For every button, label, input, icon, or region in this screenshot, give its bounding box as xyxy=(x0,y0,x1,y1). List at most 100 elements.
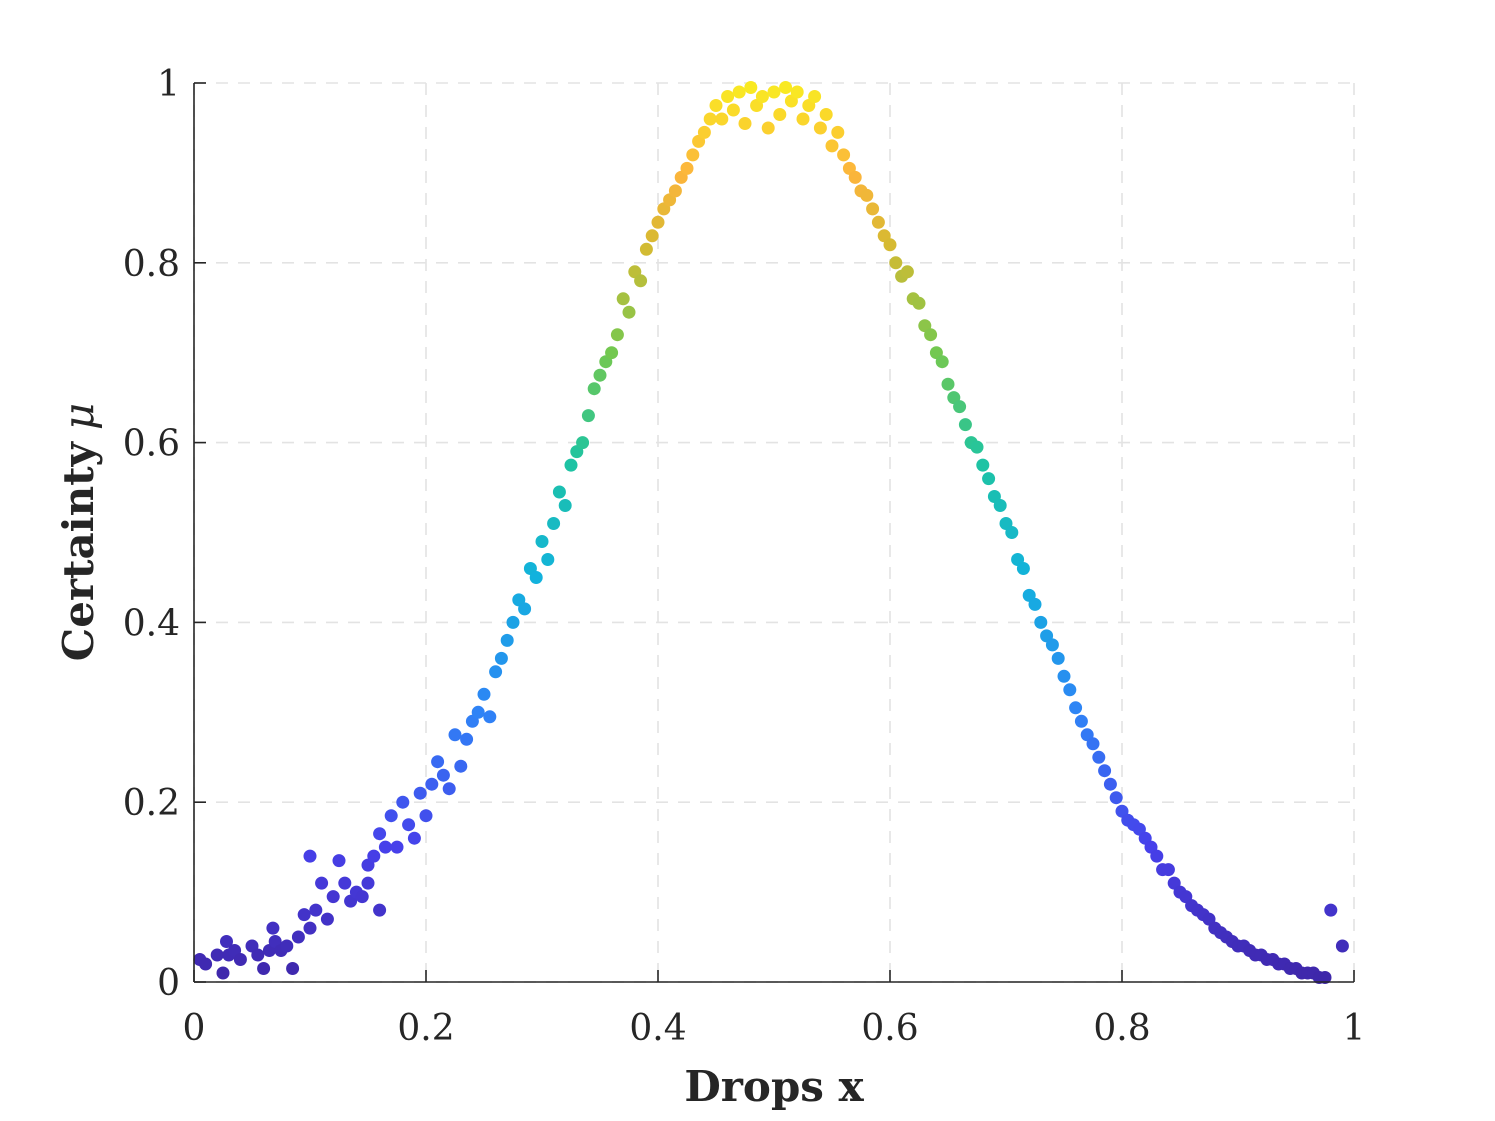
data-point xyxy=(576,436,590,450)
tick-label-layer: 0 0.2 0.4 0.6 0.8 1 0 0.2 0.4 0.6 0.8 1 xyxy=(123,64,1366,1049)
data-point xyxy=(500,633,514,647)
data-point xyxy=(355,890,369,904)
y-tick-label: 0.8 xyxy=(123,244,180,285)
data-point xyxy=(367,849,381,863)
data-point xyxy=(1016,562,1030,575)
data-point xyxy=(860,188,874,202)
data-point xyxy=(958,418,972,432)
points-layer xyxy=(193,81,1349,984)
data-point xyxy=(1051,651,1065,665)
data-point xyxy=(1057,669,1071,683)
y-axis-title-symbol: μ xyxy=(54,403,103,430)
x-tick-label: 0.8 xyxy=(1093,1008,1150,1049)
data-point xyxy=(233,953,247,966)
data-point xyxy=(761,121,775,135)
data-point xyxy=(1028,597,1042,611)
data-point xyxy=(709,99,723,112)
data-point xyxy=(518,602,532,616)
data-point xyxy=(726,103,740,117)
data-point xyxy=(616,292,630,306)
data-point xyxy=(1318,971,1332,984)
data-point xyxy=(605,346,619,360)
data-point xyxy=(460,732,474,746)
data-point xyxy=(1335,939,1349,953)
data-point xyxy=(535,535,549,548)
data-point xyxy=(1324,903,1338,917)
data-point xyxy=(993,499,1007,512)
data-point xyxy=(866,202,880,216)
data-point xyxy=(529,571,543,584)
y-tick-label: 0.2 xyxy=(123,783,180,824)
axes-layer xyxy=(193,82,1355,983)
data-point xyxy=(419,809,433,823)
x-tick-label: 0.4 xyxy=(629,1008,686,1049)
data-point xyxy=(471,705,485,719)
data-point xyxy=(436,768,450,782)
data-point xyxy=(697,125,711,139)
data-point xyxy=(889,256,903,270)
data-point xyxy=(924,328,938,342)
data-point xyxy=(953,400,967,414)
data-point xyxy=(564,458,578,472)
data-point xyxy=(639,242,653,256)
data-point xyxy=(199,957,213,971)
data-point xyxy=(1063,683,1077,697)
grid-layer xyxy=(193,82,1355,983)
data-point xyxy=(558,499,572,512)
data-point xyxy=(332,854,346,868)
data-point xyxy=(1034,615,1048,629)
data-point xyxy=(668,184,682,198)
data-point xyxy=(407,831,421,845)
data-point xyxy=(390,840,404,854)
y-tick-label: 0.6 xyxy=(123,424,180,465)
data-point xyxy=(819,108,833,121)
data-point xyxy=(373,827,387,841)
data-point xyxy=(848,170,862,184)
data-point xyxy=(755,90,769,103)
data-point xyxy=(790,85,804,99)
data-point xyxy=(425,777,439,791)
data-point xyxy=(982,472,996,486)
data-point xyxy=(651,215,665,229)
data-point xyxy=(738,117,752,130)
y-tick-label: 1 xyxy=(157,64,180,105)
data-point xyxy=(378,840,392,854)
data-point xyxy=(326,890,340,904)
data-point xyxy=(1045,638,1059,652)
data-point xyxy=(744,81,758,94)
data-point xyxy=(900,265,914,279)
data-point xyxy=(1098,764,1112,778)
data-point xyxy=(825,139,839,153)
data-point xyxy=(506,615,520,629)
data-point xyxy=(773,108,787,121)
data-point xyxy=(396,795,410,809)
y-axis-title-text: Certainty xyxy=(54,440,103,661)
data-point xyxy=(703,112,717,126)
x-axis-title: Drops x xyxy=(684,1062,864,1111)
data-point xyxy=(489,665,503,679)
data-point xyxy=(634,274,648,288)
data-point xyxy=(454,759,468,773)
data-point xyxy=(686,148,700,162)
data-point xyxy=(721,90,735,103)
data-point xyxy=(1074,714,1088,728)
data-point xyxy=(552,485,566,499)
data-point xyxy=(610,328,624,342)
data-point xyxy=(483,710,497,724)
data-point xyxy=(976,458,990,472)
data-point xyxy=(813,121,827,135)
data-point xyxy=(935,355,949,369)
data-point xyxy=(413,786,427,800)
data-point xyxy=(320,912,334,926)
data-point xyxy=(297,908,311,922)
data-point xyxy=(581,409,595,423)
data-point xyxy=(220,935,233,948)
x-tick-label: 1 xyxy=(1343,1008,1366,1049)
data-point xyxy=(912,296,926,310)
data-point xyxy=(767,85,781,99)
data-point xyxy=(587,382,601,396)
y-tick-label: 0.4 xyxy=(123,603,180,644)
data-point xyxy=(622,305,636,319)
